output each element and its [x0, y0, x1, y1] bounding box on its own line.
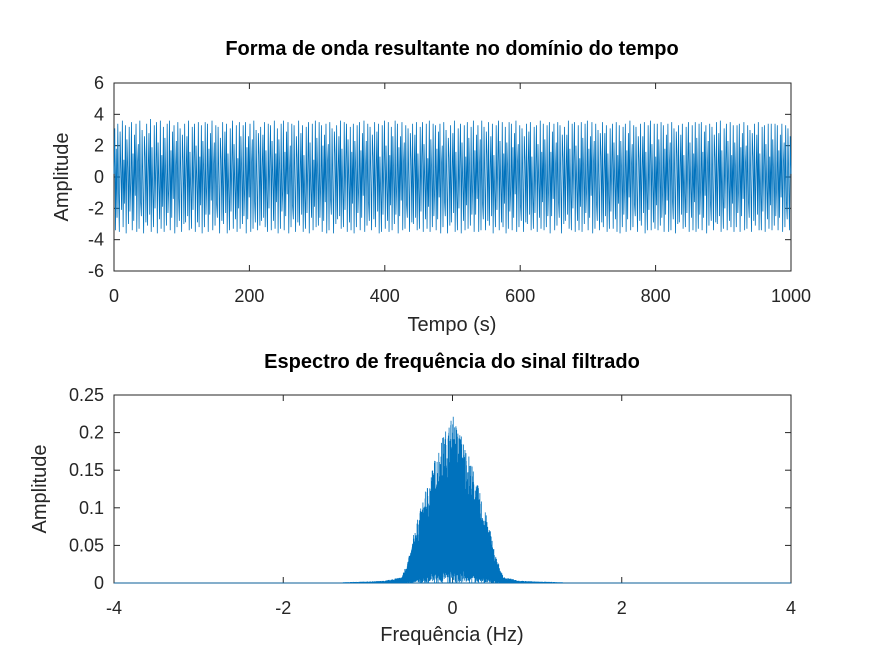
time-y-tick-label: 6: [94, 73, 104, 93]
time-y-tick-label: 4: [94, 104, 104, 124]
time-y-tick-label: -6: [88, 261, 104, 281]
time-domain-chart: Forma de onda resultante no domínio do t…: [51, 38, 811, 336]
time-x-tick-label: 0: [109, 286, 119, 306]
time-y-tick-label: 2: [94, 136, 104, 156]
time-y-tick-label: -4: [88, 230, 104, 250]
spectrum-y-tick-label: 0.1: [79, 498, 104, 518]
frequency-spectrum-chart: Espectro de frequência do sinal filtrado…: [29, 351, 796, 646]
time-x-tick-label: 400: [370, 286, 400, 306]
spectrum-y-tick-label: 0.05: [69, 535, 104, 555]
spectrum-y-axis-label: Amplitude: [29, 445, 51, 534]
spectrum-y-tick-label: 0.15: [69, 460, 104, 480]
spectrum-chart-title: Espectro de frequência do sinal filtrado: [264, 351, 640, 373]
spectrum-y-tick-label: 0.25: [69, 385, 104, 405]
time-x-axis-label: Tempo (s): [408, 314, 497, 336]
time-chart-title: Forma de onda resultante no domínio do t…: [225, 38, 678, 60]
spectrum-x-tick-label: 4: [786, 598, 796, 618]
time-x-tick-label: 600: [505, 286, 535, 306]
time-ticks: 0 200 400 600 800 1000 -6 -4 -2 0 2 4 6: [88, 73, 811, 306]
spectrum-series: [114, 416, 791, 584]
time-signal-line: [113, 119, 792, 234]
time-y-tick-label: -2: [88, 198, 104, 218]
spectrum-ticks: -4 -2 0 2 4 0 0.05 0.1 0.15 0.2 0.25: [69, 385, 796, 618]
spectrum-x-tick-label: -4: [106, 598, 122, 618]
spectrum-line: [114, 416, 791, 584]
time-x-tick-label: 1000: [771, 286, 811, 306]
time-y-tick-label: 0: [94, 167, 104, 187]
time-y-axis-label: Amplitude: [51, 133, 73, 222]
time-x-tick-label: 200: [234, 286, 264, 306]
spectrum-y-tick-label: 0: [94, 573, 104, 593]
spectrum-y-tick-label: 0.2: [79, 423, 104, 443]
spectrum-x-axis-label: Frequência (Hz): [380, 624, 523, 646]
time-signal-series: [113, 119, 792, 234]
time-x-tick-label: 800: [641, 286, 671, 306]
spectrum-x-tick-label: -2: [275, 598, 291, 618]
spectrum-x-tick-label: 0: [447, 598, 457, 618]
spectrum-x-tick-label: 2: [617, 598, 627, 618]
